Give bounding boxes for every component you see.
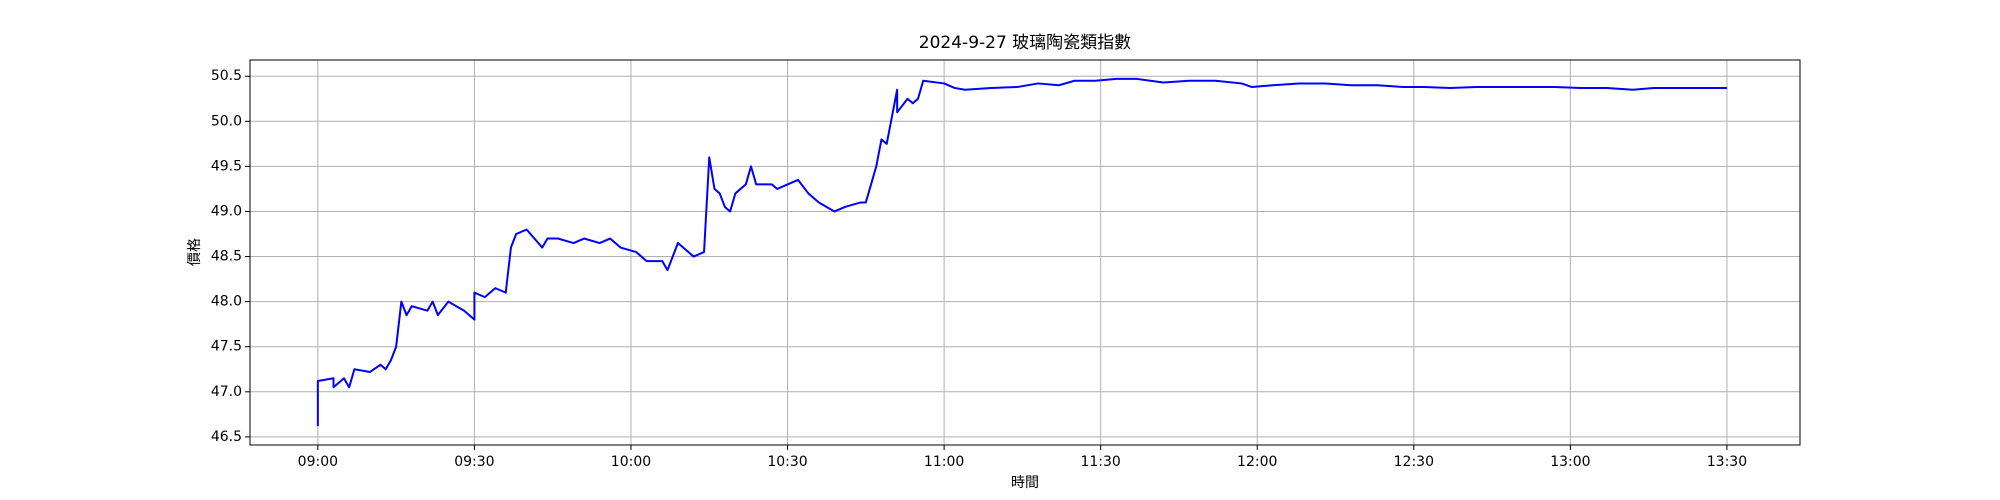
x-tick-label: 09:00 — [298, 454, 338, 470]
x-tick-label: 13:30 — [1707, 454, 1747, 470]
line-series — [316, 77, 1727, 427]
x-tick-label: 12:30 — [1394, 454, 1434, 470]
y-axis-label: 價格 — [186, 238, 203, 266]
y-tick-label: 50.0 — [211, 113, 242, 129]
y-tick-label: 48.0 — [211, 294, 242, 310]
x-tick-label: 10:30 — [767, 454, 807, 470]
x-tick-label: 10:00 — [611, 454, 651, 470]
x-axis-label: 時間 — [1011, 475, 1039, 491]
y-tick-label: 49.0 — [211, 203, 242, 219]
plot-frame — [249, 59, 1801, 446]
x-tick-label: 11:00 — [924, 454, 964, 470]
y-tick-label: 48.5 — [211, 249, 242, 265]
x-tick-label: 12:00 — [1237, 454, 1277, 470]
y-tick-label: 46.5 — [211, 429, 242, 445]
x-tick-label: 13:00 — [1550, 454, 1590, 470]
y-tick-label: 49.5 — [211, 158, 242, 174]
y-tick-label: 47.0 — [211, 384, 242, 400]
chart-title: 2024-9-27 玻璃陶瓷類指數 — [919, 33, 1131, 53]
x-tick-label: 09:30 — [454, 454, 494, 470]
x-tick-label: 11:30 — [1080, 454, 1120, 470]
y-tick-label: 47.5 — [211, 339, 242, 355]
y-tick-label: 50.5 — [211, 68, 242, 84]
